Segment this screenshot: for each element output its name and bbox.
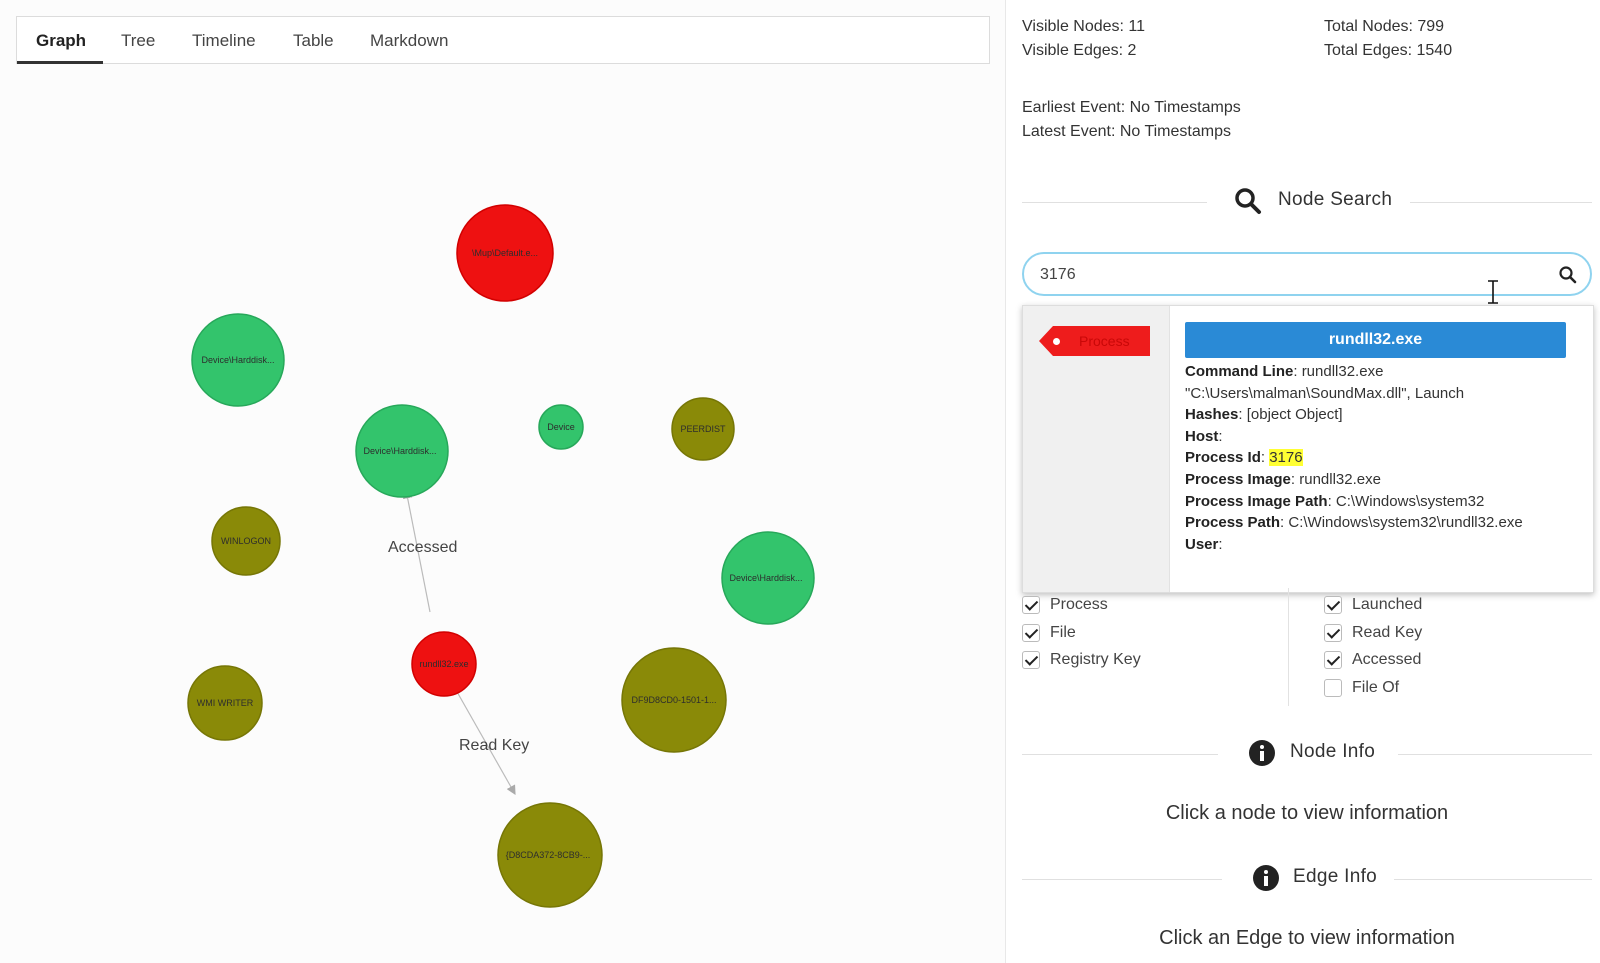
prop-hashes: Hashes: [object Object] [1185, 406, 1343, 424]
checkbox-unchecked-icon[interactable] [1324, 679, 1342, 697]
graph-pane: Graph Tree Timeline Table Markdown Acces… [0, 16, 1005, 963]
graph-node[interactable]: WINLOGON [211, 506, 281, 576]
earliest-event: Earliest Event: No Timestamps [1022, 99, 1241, 116]
latest-event: Latest Event: No Timestamps [1022, 123, 1231, 140]
edge-info-heading: Edge Info [1022, 862, 1592, 896]
node-info-message: Click a node to view information [1165, 802, 1449, 824]
search-icon [1235, 188, 1261, 214]
prop-process-image-path: Process Image Path: C:\Windows\system32 [1185, 492, 1485, 510]
edge-label-read-key[interactable]: Read Key [459, 737, 529, 754]
checkbox-checked-icon[interactable] [1022, 624, 1040, 642]
node-label: Device [547, 422, 575, 432]
prop-host: Host: [1185, 427, 1223, 445]
graph-node[interactable]: Device [538, 404, 584, 450]
graph-node[interactable]: \Mup\Default.e... [456, 204, 554, 302]
checkbox-checked-icon[interactable] [1022, 651, 1040, 669]
search-result-title[interactable]: rundll32.exe [1185, 322, 1566, 358]
node-info-title: Node Info [1290, 741, 1376, 762]
graph-node[interactable]: {D8CDA372-8CB9-... [497, 802, 603, 908]
tab-markdown[interactable]: Markdown [370, 31, 449, 50]
graph-node[interactable]: Device\Harddisk... [721, 531, 815, 625]
filter-column-divider [1288, 588, 1289, 706]
checkbox-checked-icon[interactable] [1324, 624, 1342, 642]
info-icon [1249, 740, 1275, 766]
graph-node[interactable]: rundll32.exe [411, 631, 477, 697]
node-info-heading: Node Info [1022, 737, 1592, 771]
node-label: Device\Harddisk... [729, 573, 802, 583]
node-search-box [1022, 252, 1592, 296]
graph-node[interactable]: DF9D8CD0-1501-1... [621, 647, 727, 753]
total-edges-count: Total Edges: 1540 [1324, 42, 1453, 59]
tab-timeline[interactable]: Timeline [192, 31, 256, 50]
node-search-title: Node Search [1278, 189, 1393, 210]
prop-command-line: Command Line: rundll32.exe "C:\Users\mal… [1185, 363, 1465, 402]
tag-hole-icon [1053, 338, 1060, 345]
node-label: \Mup\Default.e... [472, 248, 538, 258]
filter-node-file[interactable]: File [1022, 624, 1076, 646]
edge-accessed[interactable] [402, 488, 431, 613]
node-search-input[interactable] [1038, 262, 1522, 288]
search-results-dropdown: Process rundll32.exe Command Line: rundl… [1022, 305, 1594, 593]
edge-label-accessed[interactable]: Accessed [388, 539, 457, 556]
edge-info-message: Click an Edge to view information [1159, 927, 1455, 949]
node-label: {D8CDA372-8CB9-... [506, 850, 591, 860]
filter-node-registry-key[interactable]: Registry Key [1022, 651, 1141, 673]
visible-edges-count: Visible Edges: 2 [1022, 42, 1137, 59]
prop-user: User: [1185, 535, 1223, 553]
prop-process-id: Process Id: 3176 [1185, 449, 1303, 467]
search-submit-icon[interactable] [1558, 265, 1578, 285]
result-type-column: Process [1023, 306, 1170, 592]
tab-table[interactable]: Table [293, 31, 334, 50]
prop-process-path: Process Path: C:\Windows\system32\rundll… [1185, 514, 1523, 532]
total-nodes-count: Total Nodes: 799 [1324, 18, 1445, 35]
graph-node[interactable]: PEERDIST [671, 397, 735, 461]
filter-edge-read-key[interactable]: Read Key [1324, 624, 1422, 646]
side-panel: Visible Nodes: 11 Visible Edges: 2 Total… [1006, 0, 1600, 963]
tab-graph[interactable]: Graph [36, 31, 87, 50]
pane-divider[interactable] [1005, 0, 1006, 963]
graph-node[interactable]: WMI WRITER [187, 665, 263, 741]
node-label: WINLOGON [221, 536, 271, 546]
visible-nodes-count: Visible Nodes: 11 [1022, 18, 1146, 35]
node-label: DF9D8CD0-1501-1... [631, 695, 716, 705]
checkbox-checked-icon[interactable] [1022, 596, 1040, 614]
node-label: Device\Harddisk... [201, 355, 274, 365]
search-result-properties: Command Line: rundll32.exe "C:\Users\mal… [1185, 361, 1575, 555]
node-label: Device\Harddisk... [363, 446, 436, 456]
node-label: WMI WRITER [197, 698, 254, 708]
node-label: PEERDIST [680, 424, 726, 434]
filter-node-process[interactable]: Process [1022, 596, 1108, 618]
tab-tree[interactable]: Tree [121, 31, 156, 50]
graph-node[interactable]: Device\Harddisk... [355, 404, 449, 498]
text-cursor-icon [1488, 280, 1498, 304]
checkbox-checked-icon[interactable] [1324, 651, 1342, 669]
edge-read-key[interactable] [451, 682, 516, 796]
filter-edge-accessed[interactable]: Accessed [1324, 651, 1421, 673]
prop-process-image: Process Image: rundll32.exe [1185, 470, 1381, 488]
graph-node[interactable]: Device\Harddisk... [191, 313, 285, 407]
filter-edge-file-of[interactable]: File Of [1324, 679, 1399, 701]
graph-canvas[interactable]: Accessed Read Key \Mup\Default.e... Devi… [0, 64, 1005, 963]
active-tab-indicator [17, 61, 103, 64]
view-tabs: Graph Tree Timeline Table Markdown [16, 16, 990, 64]
node-search-heading: Node Search [1022, 185, 1592, 219]
process-type-tag: Process [1039, 326, 1150, 356]
checkbox-checked-icon[interactable] [1324, 596, 1342, 614]
process-tag-label: Process [1079, 333, 1130, 349]
info-icon [1253, 865, 1279, 891]
edge-info-title: Edge Info [1293, 866, 1378, 887]
node-label: rundll32.exe [419, 659, 468, 669]
filter-edge-launched[interactable]: Launched [1324, 596, 1422, 618]
